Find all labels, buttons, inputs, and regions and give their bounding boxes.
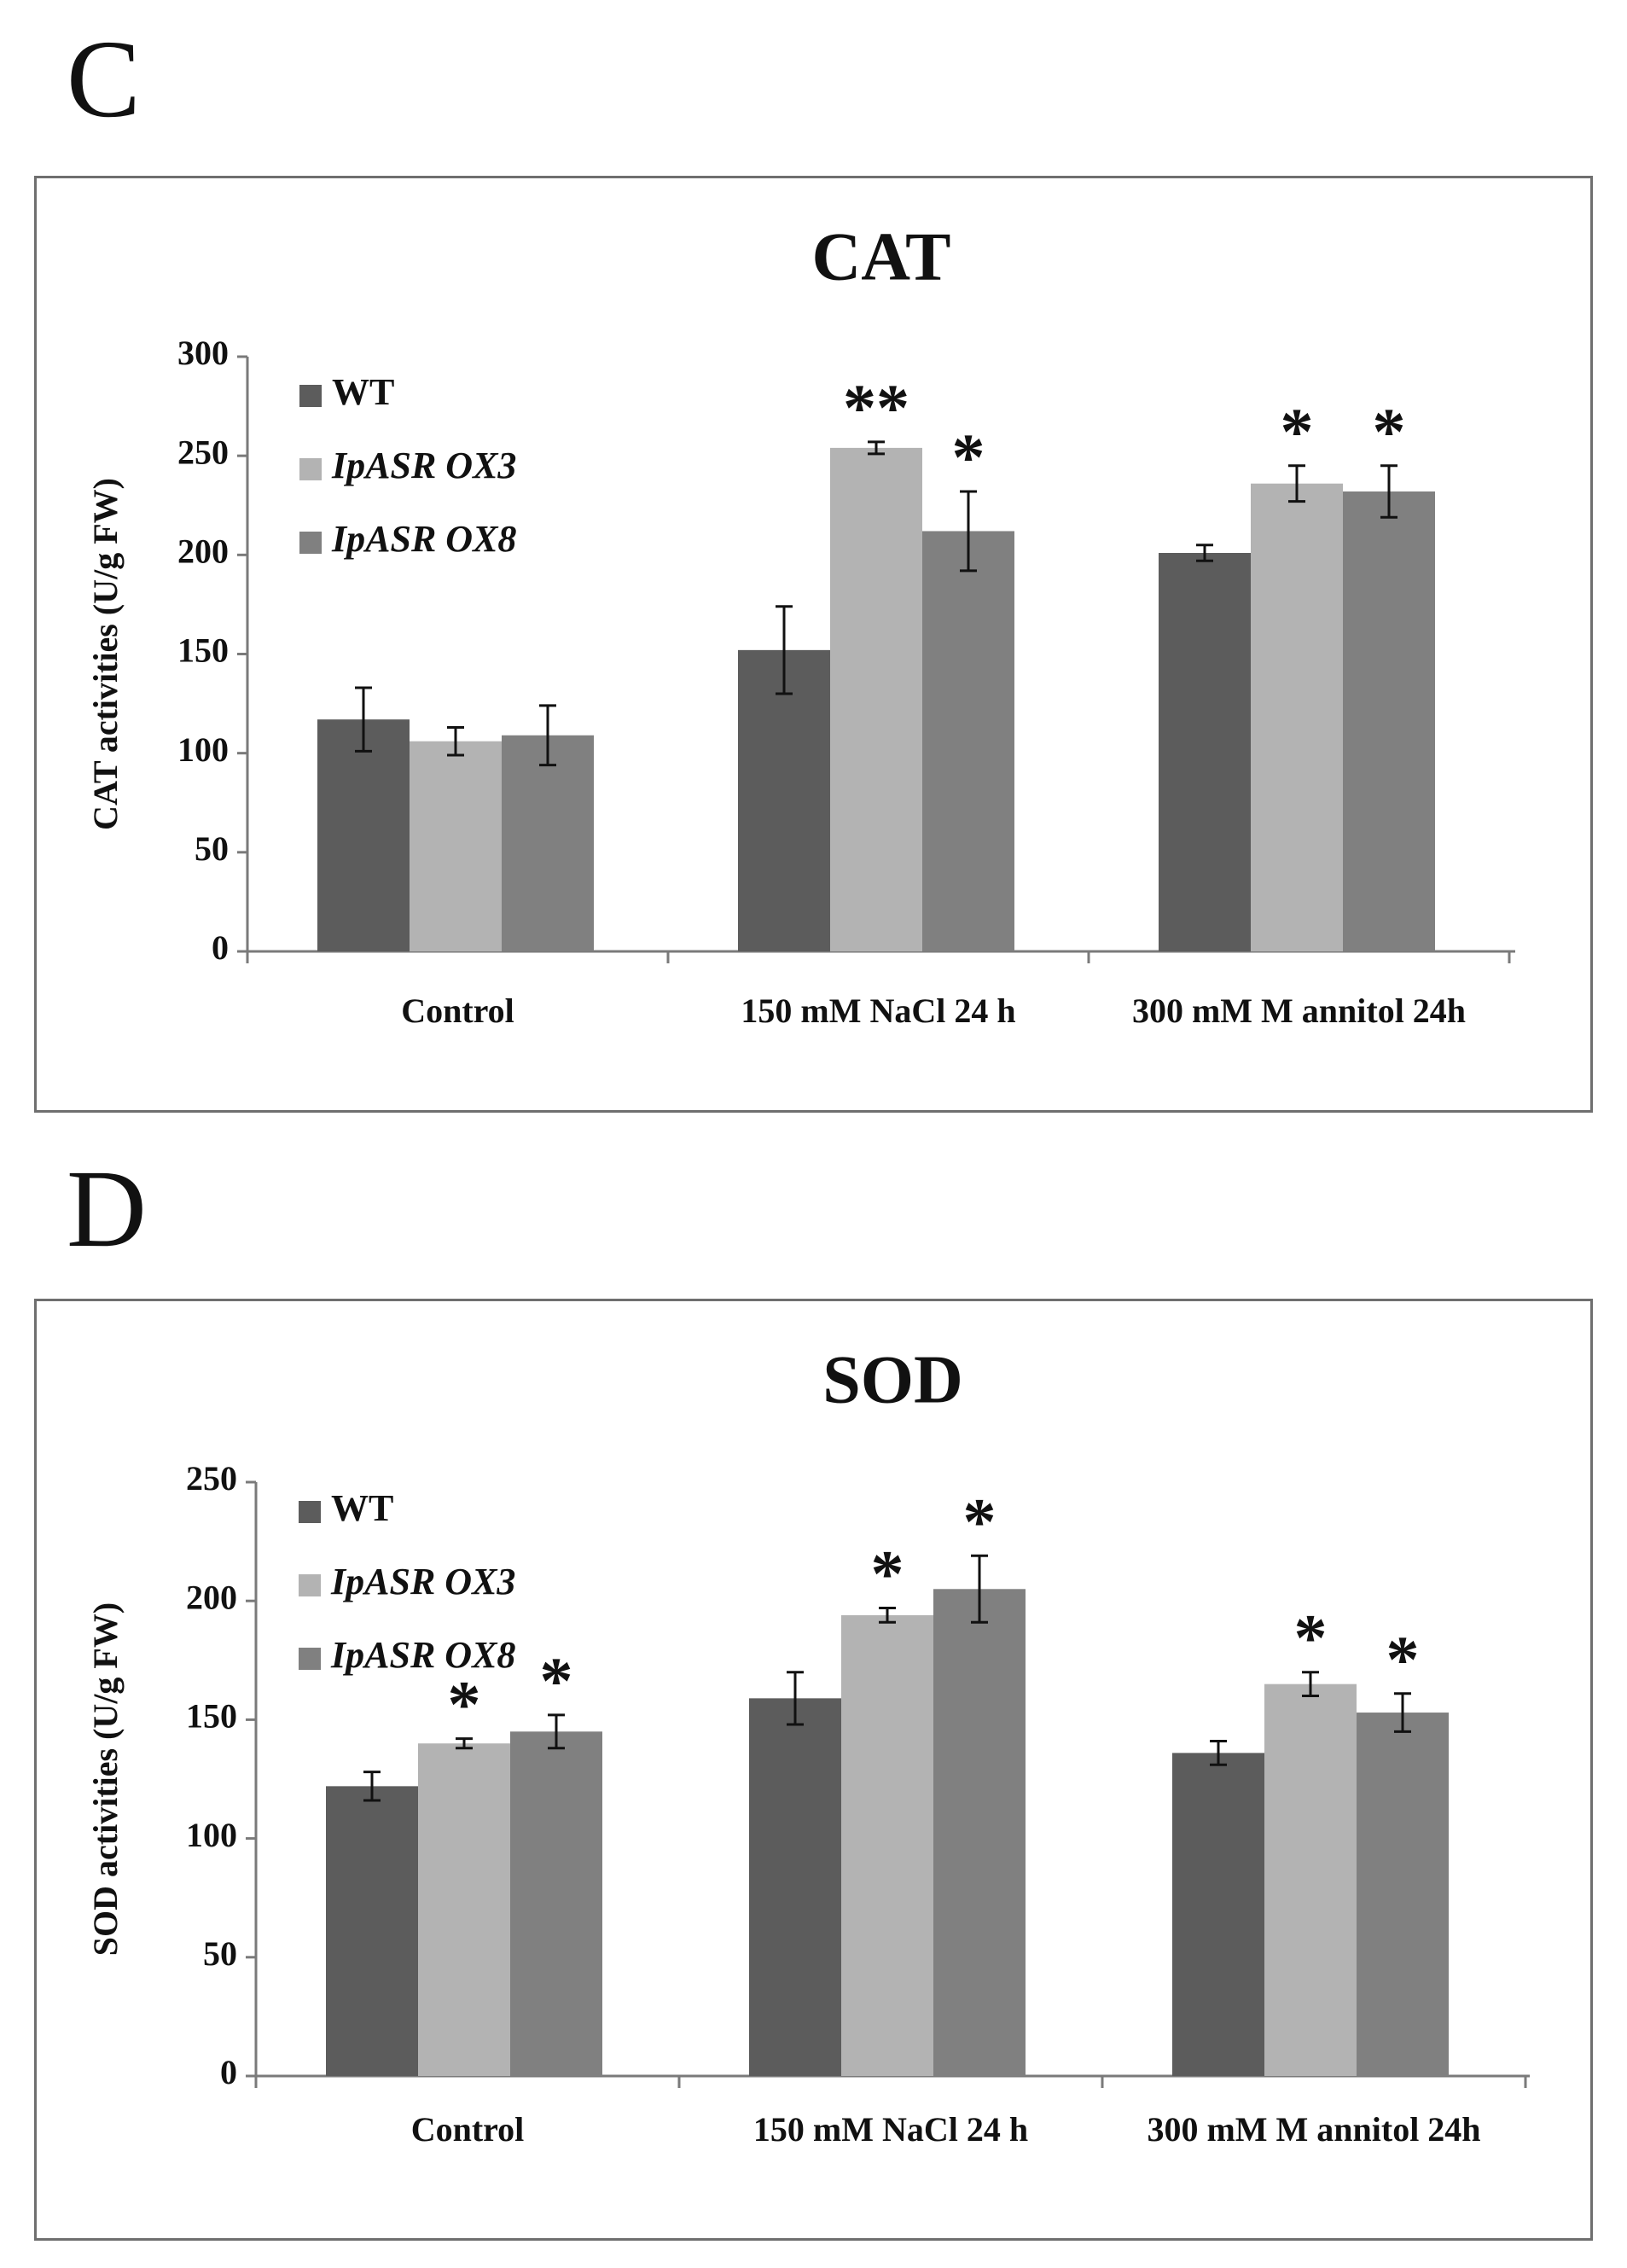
sod-bar [933,1589,1026,2076]
cat-chart: CAT CAT activities (U/g FW) 0 50 100 150 200 25… [86,219,1515,1030]
cat-y-tick-label: 150 [177,631,229,670]
sod-significance-mark: * [1386,1622,1420,1696]
sod-y-tick-label: 100 [186,1816,237,1854]
cat-legend-swatch [299,532,322,554]
cat-y-tick-label: 100 [177,730,229,769]
cat-bar [1251,483,1343,951]
cat-legend-label: IpASR OX3 [331,445,516,486]
cat-chart-frame: CAT CAT activities (U/g FW) 0 50 100 150 200 25… [34,176,1593,1113]
cat-y-tick-label: 200 [177,532,229,571]
sod-y-axis-label: SOD activities (U/g FW) [86,1602,125,1956]
cat-y-tick-label: 250 [177,433,229,471]
sod-y-tick-label: 50 [203,1934,237,1973]
cat-bar [317,719,410,951]
sod-legend-swatch [299,1648,321,1670]
cat-significance-mark: * [952,420,985,494]
sod-category-label: 150 mM NaCl 24 h [753,2110,1028,2149]
sod-y-tick-label: 200 [186,1578,237,1616]
sod-significance-mark: * [1294,1601,1328,1675]
sod-significance-mark: * [540,1643,573,1718]
cat-legend-label: IpASR OX8 [331,518,516,560]
sod-significance-mark: * [448,1667,481,1742]
cat-legend-label: WT [332,371,394,413]
cat-category-label: Control [401,992,514,1030]
sod-chart-frame: SOD SOD activities (U/g FW) 0 50 100 150 200 25… [34,1299,1593,2241]
sod-y-tick-label: 0 [220,2053,237,2091]
cat-y-tick-label: 300 [177,334,229,372]
sod-bar [841,1614,933,2076]
sod-legend-label: WT [331,1487,393,1529]
panel-letter-c: C [67,18,141,141]
sod-bar [749,1698,841,2076]
sod-bar [510,1731,602,2076]
sod-legend-label: IpASR OX8 [330,1634,515,1676]
sod-bar [326,1786,418,2076]
cat-y-tick-label: 0 [212,928,229,967]
sod-y-tick-label: 250 [186,1459,237,1497]
cat-bar [738,649,830,951]
cat-legend-swatch [299,385,322,407]
cat-bar [410,741,502,951]
sod-significance-mark: * [871,1537,904,1611]
sod-legend-label: IpASR OX3 [330,1561,515,1602]
cat-significance-mark: ** [843,370,909,445]
sod-legend-swatch [299,1574,321,1596]
cat-legend-swatch [299,458,322,480]
cat-bar [1159,553,1251,951]
sod-bar [1172,1753,1264,2076]
sod-chart: SOD SOD activities (U/g FW) 0 50 100 150 200 25… [86,1342,1530,2149]
sod-chart-title: SOD [822,1342,963,1417]
cat-bar [830,447,922,951]
sod-bar [1357,1713,1449,2076]
cat-category-label: 300 mM M annitol 24h [1132,992,1466,1030]
sod-legend-swatch [299,1501,321,1523]
cat-y-tick-label: 50 [195,829,229,868]
sod-category-label: Control [411,2110,525,2149]
cat-category-label: 150 mM NaCl 24 h [741,992,1015,1030]
cat-y-axis-label: CAT activities (U/g FW) [86,478,125,830]
sod-y-tick-label: 150 [186,1697,237,1736]
sod-bar [418,1743,510,2076]
cat-bar [502,735,594,951]
sod-category-label: 300 mM M annitol 24h [1147,2110,1480,2149]
cat-significance-mark: * [1281,394,1314,468]
cat-chart-title: CAT [812,219,951,294]
cat-significance-mark: * [1373,394,1406,468]
cat-bar [1343,491,1435,951]
sod-bar [1264,1684,1357,2076]
cat-bar [922,531,1014,951]
panel-letter-d: D [67,1148,147,1271]
sod-significance-mark: * [963,1484,997,1558]
